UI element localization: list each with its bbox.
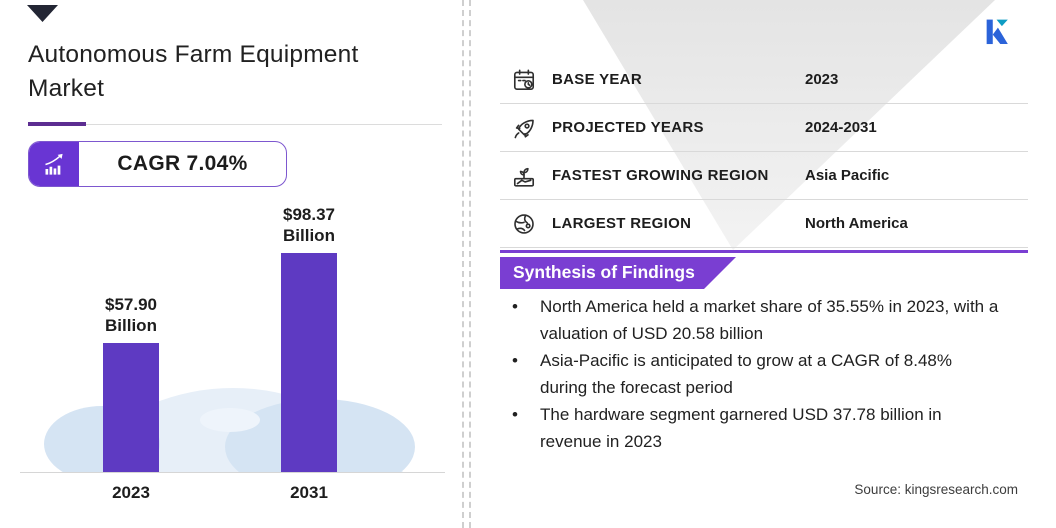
bar-value-label: $98.37 Billion	[283, 204, 335, 246]
page-title: Autonomous Farm Equipment Market	[28, 41, 359, 102]
title-divider	[28, 122, 442, 127]
stat-label: LARGEST REGION	[552, 215, 692, 232]
bar-value-label: $57.90 Billion	[105, 294, 157, 336]
divider-line	[28, 124, 442, 125]
bar-value-amount: $57.90	[105, 295, 157, 314]
divider-accent	[28, 122, 86, 126]
table-row-base-year: BASE YEAR 2023	[500, 56, 1028, 104]
bar-2031	[281, 253, 337, 472]
corner-decoration-triangle	[27, 5, 58, 22]
list-item: The hardware segment garnered USD 37.78 …	[500, 401, 1002, 455]
x-axis-label-2031: 2031	[290, 483, 328, 502]
stat-value: 2023	[805, 71, 839, 88]
market-size-bar-chart: $57.90 Billion 2023 $98.37 Billion 2031	[20, 192, 445, 502]
bar-value-amount: $98.37	[283, 205, 335, 224]
findings-accent-line	[500, 250, 1028, 253]
left-column: Autonomous Farm Equipment Market CAGR 7.…	[28, 38, 442, 187]
bar-value-unit: Billion	[105, 316, 157, 335]
rocket-icon	[510, 114, 538, 142]
source-attribution: Source: kingsresearch.com	[854, 482, 1018, 497]
stat-label: FASTEST GROWING REGION	[552, 167, 769, 184]
background-triangle	[583, 0, 995, 250]
bullet-text: Asia-Pacific is anticipated to grow at a…	[540, 351, 952, 397]
findings-bullet-list: North America held a market share of 35.…	[500, 293, 1002, 455]
findings-header-banner: Synthesis of Findings	[500, 257, 736, 289]
bar-value-unit: Billion	[283, 226, 335, 245]
column-divider-dashed	[469, 0, 471, 528]
list-item: North America held a market share of 35.…	[500, 293, 1002, 347]
stat-label: PROJECTED YEARS	[552, 119, 704, 136]
stat-label: BASE YEAR	[552, 71, 642, 88]
list-item: Asia-Pacific is anticipated to grow at a…	[500, 347, 1002, 401]
bullet-dot-icon	[512, 293, 518, 320]
bullet-dot-icon	[512, 401, 518, 428]
column-divider-dashed	[462, 0, 464, 528]
cagr-icon-box	[29, 142, 79, 186]
bullet-text: North America held a market share of 35.…	[540, 297, 999, 343]
globe-icon	[510, 210, 538, 238]
calendar-icon	[510, 66, 538, 94]
stat-value: 2024-2031	[805, 119, 877, 136]
cagr-value-label: CAGR 7.04%	[117, 152, 248, 175]
x-axis-label-2023: 2023	[112, 483, 150, 502]
cagr-badge: CAGR 7.04%	[28, 141, 287, 187]
bar-group-2031: $98.37 Billion 2031	[249, 204, 369, 502]
bar-2023	[103, 343, 159, 472]
bullet-text: The hardware segment garnered USD 37.78 …	[540, 405, 942, 451]
stat-value: Asia Pacific	[805, 167, 890, 184]
right-column: BASE YEAR 2023 PROJECTED YEA	[500, 0, 1028, 528]
growth-region-icon	[510, 162, 538, 190]
bullet-dot-icon	[512, 347, 518, 374]
kings-research-logo	[986, 19, 1008, 45]
growth-chart-icon	[44, 153, 63, 175]
table-row-projected-years: PROJECTED YEARS 2024-2031	[500, 104, 1028, 152]
table-row-largest-region: LARGEST REGION North America	[500, 200, 1028, 248]
stat-value: North America	[805, 215, 908, 232]
bar-group-2023: $57.90 Billion 2023	[71, 294, 191, 502]
table-row-fastest-growing-region: FASTEST GROWING REGION Asia Pacific	[500, 152, 1028, 200]
stats-table: BASE YEAR 2023 PROJECTED YEA	[500, 56, 1028, 248]
